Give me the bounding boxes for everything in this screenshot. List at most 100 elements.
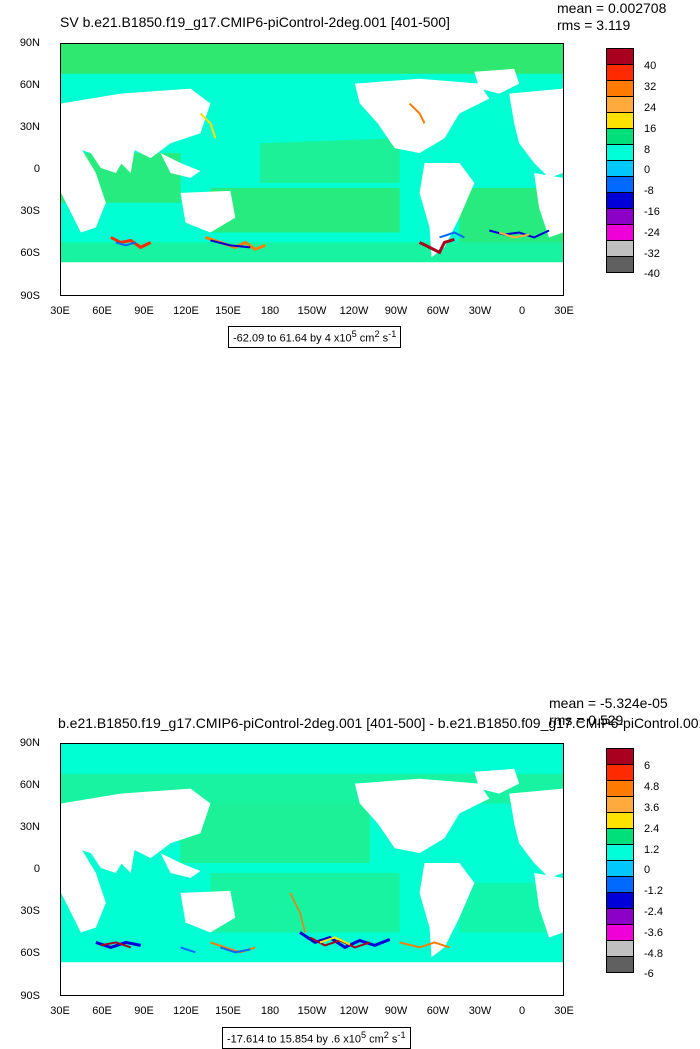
colorbar-label: 8 [644,143,651,156]
colorbar-label: -4.8 [644,947,663,960]
colorbar-swatch [606,748,634,765]
colorbar-swatch [606,796,634,813]
lon-label-0: 0 [518,305,526,317]
colorbar-swatch [606,812,634,829]
rms-value: rms = 0.529 [549,712,624,728]
colorbar-label: 16 [644,122,657,135]
colorbar-label: -40 [644,268,660,281]
stats-box: mean = 0.002708 rms = 3.119 [557,0,666,34]
colorbar-swatch [606,64,634,81]
mean-value: mean = 0.002708 [557,0,667,16]
rms-value: rms = 3.119 [557,17,631,33]
colorbar-label: -16 [644,206,660,218]
colorbar-swatch [606,160,634,177]
colorbar-label: -6 [644,968,654,981]
colorbar-swatch [606,128,634,145]
colorbar-label: 40 [644,60,657,73]
colorbar-swatch [606,208,634,225]
lat-label-30n: 30N [19,121,40,133]
lon-label-60w: 60W [426,305,450,317]
lat-label-60s: 60S [20,247,40,259]
map-plot [61,744,563,995]
lon-label-30w: 30W [468,1005,492,1017]
lat-label-60s: 60S [20,947,40,959]
lon-label-180: 180 [260,1005,280,1017]
colorbar-swatch [606,192,634,209]
mean-value: mean = -5.324e-05 [549,695,668,711]
lon-label-90w: 90W [384,305,408,317]
map-panel-top: SV b.e21.B1850.f19_g17.CMIP6-piControl-2… [0,0,700,350]
colorbar-label: 6 [644,760,651,773]
lon-label-120w: 120W [339,1005,369,1017]
lon-label-60e: 60E [92,305,112,317]
colorbar-label: 1.2 [644,843,660,856]
lon-label-90w: 90W [384,1005,408,1017]
lon-label-150e: 150E [215,305,241,317]
lat-label-90s: 90S [20,990,40,1002]
lon-label-150w: 150W [297,1005,327,1017]
lon-label-120e: 120E [173,1005,199,1017]
colorbar-swatch [606,144,634,161]
colorbar-swatch [606,828,634,845]
colorbar-swatch [606,112,634,129]
lon-label-180: 180 [260,305,280,317]
lon-label-60e: 60E [92,1005,112,1017]
lon-label-90e: 90E [134,305,154,317]
colorbar-label: -1.2 [644,885,663,898]
colorbar-swatch [606,96,634,113]
colorbar-swatch [606,844,634,861]
contour-range-box: -17.614 to 15.854 by .6 x105 cm2 s-1 [222,1027,411,1049]
lat-label-30s: 30S [20,205,40,217]
colorbar-swatch [606,240,634,257]
lon-label-150w: 150W [297,305,327,317]
lat-label-60n: 60N [19,779,40,791]
colorbar-swatch [606,956,634,973]
colorbar-label: 24 [644,102,657,114]
colorbar-label: 2.4 [644,822,660,835]
colorbar-swatch [606,892,634,909]
lon-label-30e-end: 30E [554,1005,574,1017]
plot-title: SV b.e21.B1850.f19_g17.CMIP6-piControl-2… [60,14,450,30]
lon-label-120e: 120E [173,305,199,317]
colorbar-swatch [606,876,634,893]
colorbar-swatch [606,48,634,65]
colorbar-label: 4.8 [644,781,660,794]
colorbar-label: -3.6 [644,926,663,939]
lon-label-90e: 90E [134,1005,154,1017]
colorbar-label: 0 [644,164,651,177]
colorbar-label: -24 [644,226,660,239]
colorbar-swatch [606,860,634,877]
lat-label-0: 0 [33,863,40,875]
colorbar-label: -2.4 [644,906,663,918]
lat-label-90n: 90N [19,37,40,49]
colorbar-swatch [606,924,634,941]
lon-label-150e: 150E [215,1005,241,1017]
map-area [60,743,564,996]
lat-label-60n: 60N [19,79,40,91]
colorbar-swatch [606,256,634,273]
colorbar-label: 3.6 [644,802,660,814]
lon-label-30e: 30E [50,1005,70,1017]
colorbar-label: -8 [644,185,654,198]
lon-label-30w: 30W [468,305,492,317]
lat-label-90n: 90N [19,737,40,749]
colorbar-label: -32 [644,247,660,260]
contour-range-box: -62.09 to 61.64 by 4 x105 cm2 s-1 [228,326,402,348]
lon-label-60w: 60W [426,1005,450,1017]
colorbar-swatch [606,764,634,781]
colorbar-label: 32 [644,81,657,94]
colorbar-swatch [606,908,634,925]
lat-label-30n: 30N [19,821,40,833]
lon-label-0: 0 [518,1005,526,1017]
map-plot [61,44,563,295]
map-area [60,43,564,296]
lat-label-30s: 30S [20,905,40,917]
stats-box: mean = -5.324e-05 rms = 0.529 [549,695,668,729]
lon-label-30e-end: 30E [554,305,574,317]
colorbar-label: 0 [644,864,651,877]
lon-label-120w: 120W [339,305,369,317]
colorbar-swatch [606,780,634,797]
lat-label-0: 0 [33,163,40,175]
map-panel-bottom: b.e21.B1850.f19_g17.CMIP6-piControl-2deg… [0,350,700,1049]
colorbar-swatch [606,176,634,193]
